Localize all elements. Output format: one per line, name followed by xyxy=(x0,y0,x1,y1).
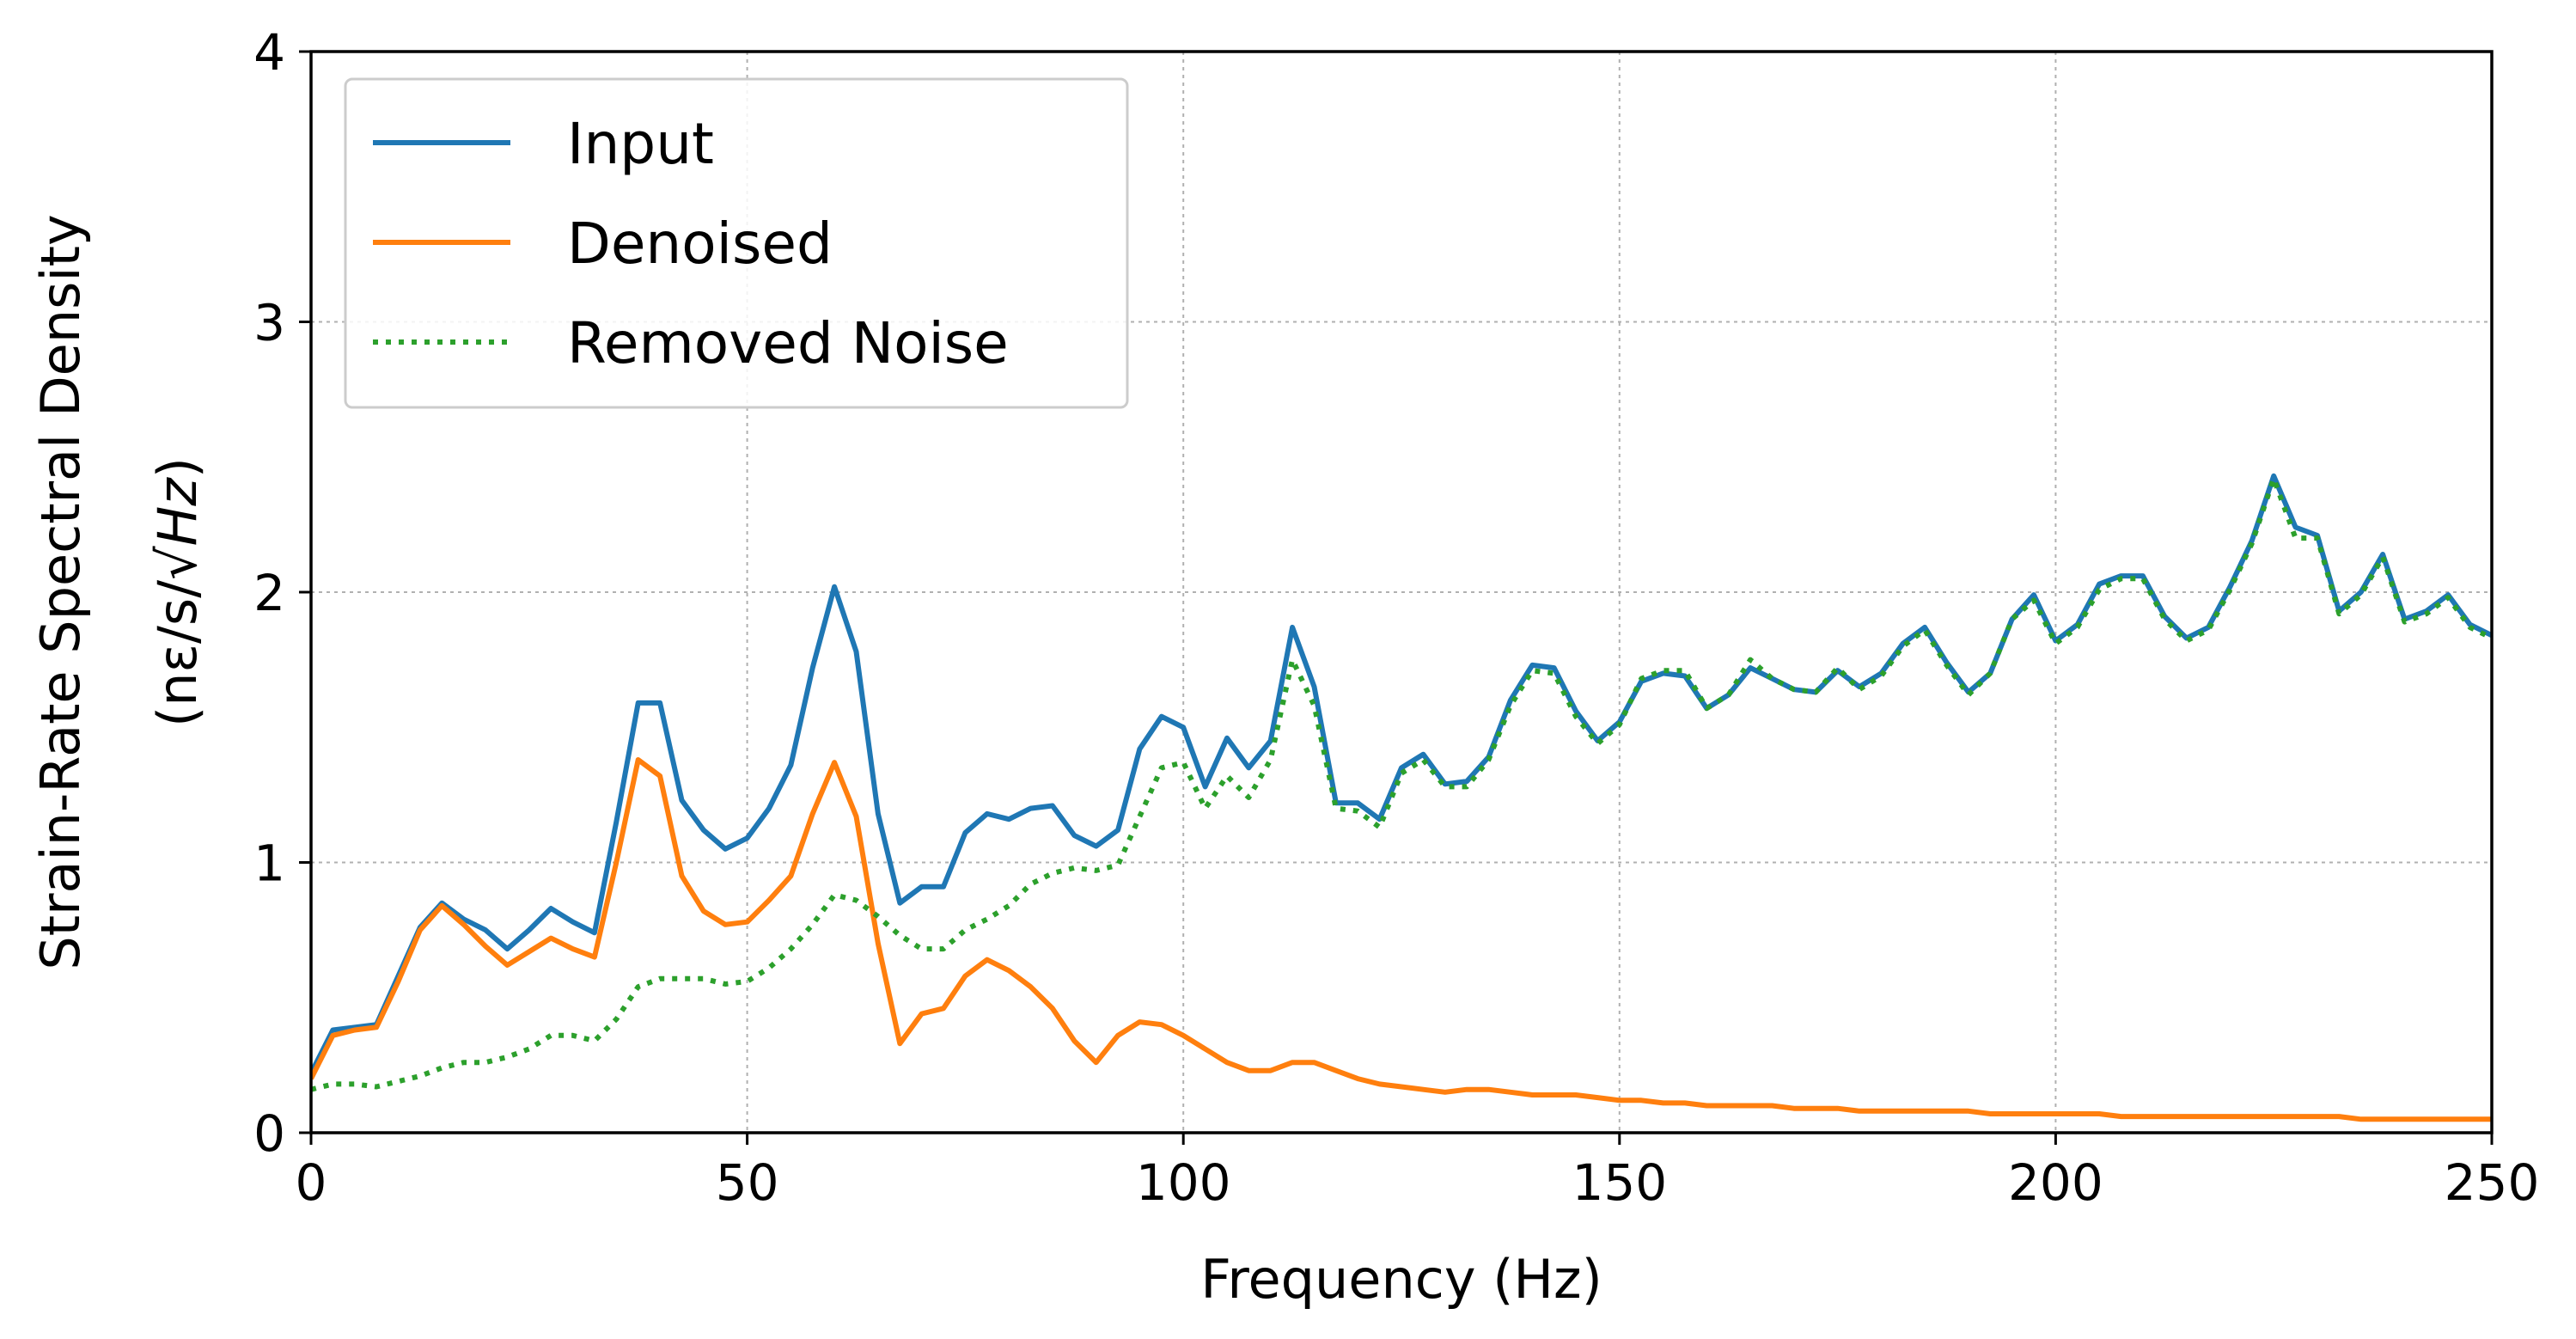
series-line-removed-noise xyxy=(311,475,2492,1092)
y-axis-label: Strain-Rate Spectral Density (nε/s/√Hz) xyxy=(29,214,209,969)
y-axis-label-line2: (nε/s/√Hz) xyxy=(146,457,209,727)
y-axis: 0 1 2 3 4 xyxy=(253,23,311,1163)
x-tick-label: 0 xyxy=(296,1153,327,1212)
x-tick-label: 50 xyxy=(716,1153,779,1212)
legend: Input Denoised Removed Noise xyxy=(344,77,1129,409)
x-axis: 0 50 100 150 200 250 xyxy=(296,1133,2540,1212)
legend-box xyxy=(344,77,1129,409)
y-tick-label: 1 xyxy=(253,835,285,893)
legend-label: Input xyxy=(567,111,714,177)
y-tick-label: 3 xyxy=(253,294,285,352)
y-tick-label: 2 xyxy=(253,564,285,622)
legend-label: Denoised xyxy=(567,211,833,277)
x-tick-label: 200 xyxy=(2008,1153,2103,1212)
x-axis-label: Frequency (Hz) xyxy=(1200,1248,1602,1311)
y-axis-label-prefix: (nε/s/√ xyxy=(146,546,209,727)
x-tick-label: 250 xyxy=(2445,1153,2540,1212)
x-tick-label: 150 xyxy=(1572,1153,1667,1212)
y-tick-label: 4 xyxy=(253,23,285,82)
series-line-input xyxy=(311,473,2492,1075)
series-layer xyxy=(311,473,2492,1122)
y-axis-label-line1: Strain-Rate Spectral Density xyxy=(29,214,92,969)
x-tick-label: 100 xyxy=(1136,1153,1231,1212)
y-axis-label-suffix: ) xyxy=(146,457,209,478)
series-line-denoised xyxy=(311,757,2492,1122)
legend-label: Removed Noise xyxy=(567,310,1009,376)
y-tick-label: 0 xyxy=(253,1104,285,1163)
y-axis-label-radicand: Hz xyxy=(146,477,209,547)
